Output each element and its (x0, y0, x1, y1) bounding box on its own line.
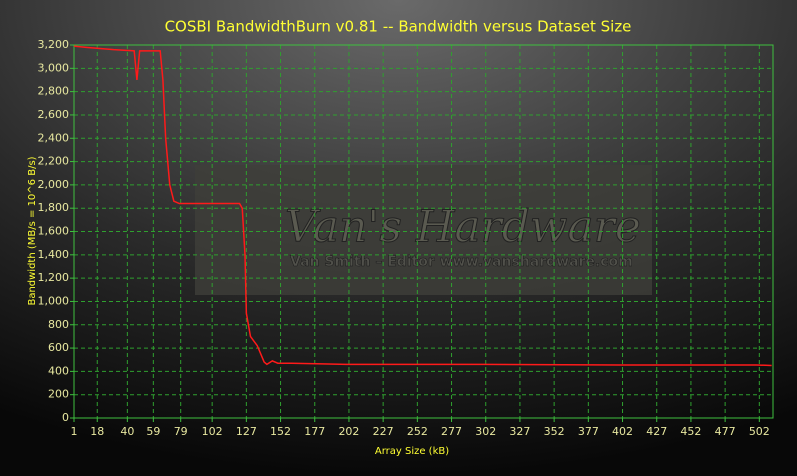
y-tick-label: 600 (48, 341, 69, 354)
y-tick-label: 400 (48, 364, 69, 377)
y-tick-label: 2,600 (38, 108, 70, 121)
plot-frame (73, 44, 774, 419)
x-tick-label: 40 (120, 425, 134, 438)
x-tick-label: 102 (202, 425, 223, 438)
x-tick-label: 18 (90, 425, 104, 438)
x-tick-label: 402 (612, 425, 633, 438)
y-tick-label: 2,800 (38, 85, 70, 98)
y-tick-label: 1,200 (38, 271, 70, 284)
x-tick-label: 477 (715, 425, 736, 438)
x-tick-label: 177 (304, 425, 325, 438)
x-tick-label: 377 (578, 425, 599, 438)
y-tick-label: 1,000 (38, 294, 70, 307)
watermark-box (195, 165, 652, 295)
y-tick-label: 0 (62, 411, 69, 424)
y-tick-label: 3,000 (38, 61, 70, 74)
x-tick-label: 152 (270, 425, 291, 438)
x-tick-label: 452 (680, 425, 701, 438)
y-tick-label: 3,200 (38, 38, 70, 51)
y-axis-label: Bandwidth (MB/s = 10^6 B/s) (27, 156, 38, 305)
y-tick-label: 200 (48, 388, 69, 401)
x-tick-label: 352 (544, 425, 565, 438)
x-tick-label: 202 (338, 425, 359, 438)
x-tick-label: 79 (174, 425, 188, 438)
y-tick-label: 1,400 (38, 248, 70, 261)
x-tick-label: 502 (749, 425, 770, 438)
y-tick-label: 1,600 (38, 225, 70, 238)
x-tick-label: 327 (509, 425, 530, 438)
y-tick-label: 2,200 (38, 155, 70, 168)
y-tick-label: 2,400 (38, 131, 70, 144)
data-line (73, 45, 772, 367)
watermark-title: Van's Hardware (285, 202, 641, 253)
watermark-subtitle: Van Smith – Editor www.vanshardware.com (290, 254, 633, 270)
x-tick-label: 252 (407, 425, 428, 438)
x-tick-label: 427 (646, 425, 667, 438)
x-tick-label: 277 (441, 425, 462, 438)
x-tick-label: 127 (236, 425, 257, 438)
y-tick-label: 1,800 (38, 201, 70, 214)
y-tick-label: 2,000 (38, 178, 70, 191)
x-tick-label: 227 (373, 425, 394, 438)
chart-title: COSBI BandwidthBurn v0.81 -- Bandwidth v… (165, 18, 632, 36)
x-tick-label: 1 (71, 425, 78, 438)
x-tick-label: 59 (146, 425, 160, 438)
x-tick-label: 302 (475, 425, 496, 438)
y-tick-label: 800 (48, 318, 69, 331)
x-axis-label: Array Size (kB) (375, 446, 449, 457)
